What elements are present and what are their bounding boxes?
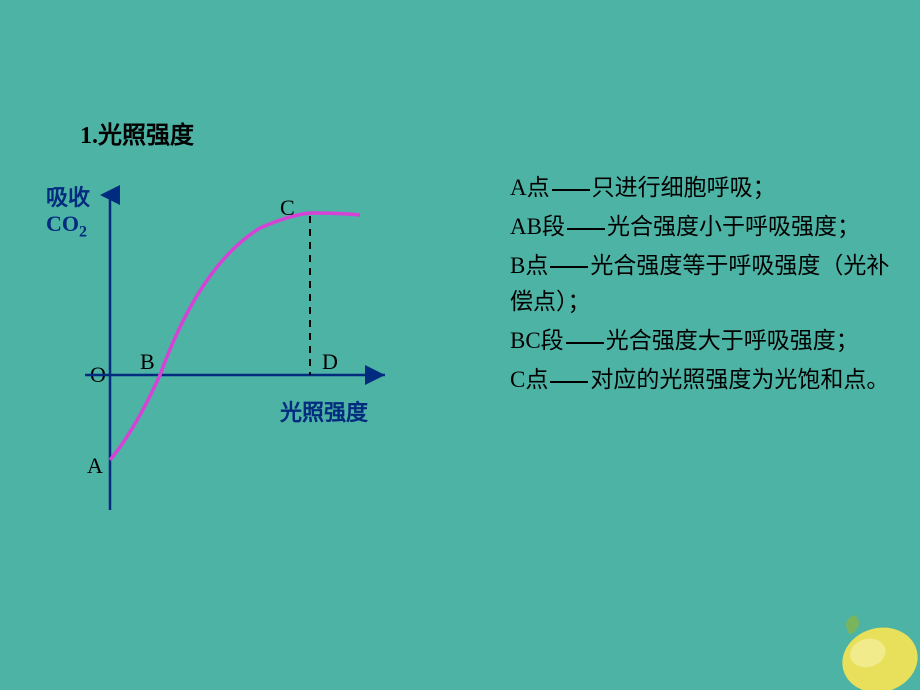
dash-icon <box>550 381 588 383</box>
dash-icon <box>567 228 605 230</box>
explanation-C: C点对应的光照强度为光饱和点。 <box>510 362 890 399</box>
explanation-AB: AB段光合强度小于呼吸强度； <box>510 209 890 246</box>
lemon-decoration-icon <box>820 600 920 690</box>
point-label-O: O <box>90 362 106 388</box>
explanation-A: A点只进行细胞呼吸； <box>510 170 890 207</box>
x-axis-label: 光照强度 <box>280 395 368 427</box>
dash-icon <box>552 189 590 191</box>
point-label-A: A <box>87 453 103 479</box>
point-label-C: C <box>280 195 295 221</box>
point-label-B: B <box>140 349 155 375</box>
page-title: 1.光照强度 <box>80 115 194 150</box>
y-axis-label: 吸收 CO2 <box>46 185 90 242</box>
dash-icon <box>566 342 604 344</box>
dash-icon <box>550 266 588 268</box>
explanation-B: B点光合强度等于呼吸强度（光补偿点）； <box>510 248 890 322</box>
explanations: A点只进行细胞呼吸； AB段光合强度小于呼吸强度； B点光合强度等于呼吸强度（光… <box>510 170 890 401</box>
explanation-BC: BC段光合强度大于呼吸强度； <box>510 323 890 360</box>
point-label-D: D <box>322 349 338 375</box>
